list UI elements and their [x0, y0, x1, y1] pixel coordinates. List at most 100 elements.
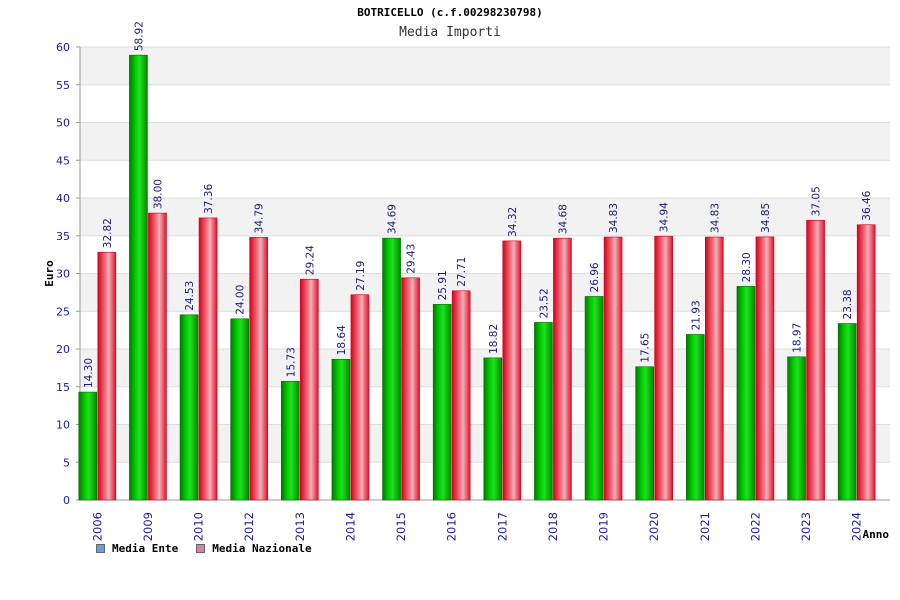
legend-swatch — [96, 544, 105, 553]
data-label: 21.93 — [690, 300, 702, 330]
data-label: 18.64 — [336, 325, 348, 355]
bar-media-nazionale — [249, 237, 268, 501]
bar-media-ente — [281, 380, 300, 501]
data-label: 36.46 — [861, 190, 873, 220]
bar-media-ente — [483, 357, 503, 501]
x-tick-label: 2015 — [394, 512, 408, 541]
bar-media-ente — [432, 304, 452, 501]
y-tick-label: 15 — [56, 381, 70, 394]
data-label: 18.82 — [488, 324, 500, 354]
y-tick-label: 30 — [56, 268, 70, 281]
data-label: 34.32 — [507, 207, 519, 237]
bar-media-ente — [230, 318, 249, 501]
grid-band — [80, 84, 890, 123]
bar-media-ente — [736, 286, 756, 501]
bar-media-nazionale — [198, 217, 218, 501]
legend-swatch — [196, 544, 206, 553]
data-label: 34.85 — [760, 203, 772, 233]
data-label: 34.69 — [387, 204, 399, 234]
bar-media-nazionale — [350, 294, 370, 501]
bar-media-nazionale — [806, 219, 825, 501]
data-label: 34.94 — [659, 202, 671, 232]
x-axis-label: Anno — [863, 528, 890, 541]
bar-media-ente — [787, 356, 806, 501]
bar-media-ente — [129, 54, 148, 501]
x-tick-label: 2018 — [546, 512, 560, 541]
data-label: 34.68 — [557, 204, 569, 234]
y-tick-label: 10 — [56, 419, 70, 432]
y-axis-label: Euro — [43, 260, 56, 287]
bar-media-ente — [837, 323, 857, 501]
data-label: 15.73 — [285, 347, 297, 377]
data-label: 38.00 — [152, 179, 164, 209]
data-label: 37.05 — [811, 186, 823, 216]
bar-media-ente — [179, 314, 199, 501]
data-label: 58.92 — [133, 21, 145, 51]
grid-band — [80, 122, 890, 161]
bar-media-nazionale — [451, 290, 471, 501]
x-tick-label: 2013 — [293, 512, 307, 541]
legend-label: Media Ente — [112, 542, 179, 555]
y-tick-label: 20 — [56, 343, 70, 356]
legend-label: Media Nazionale — [212, 542, 312, 555]
bar-media-ente — [331, 358, 351, 501]
y-tick-label: 40 — [56, 192, 70, 205]
x-tick-label: 2019 — [597, 512, 611, 541]
grid-band — [80, 160, 890, 198]
data-label: 27.19 — [355, 261, 367, 291]
bar-media-nazionale — [755, 236, 775, 501]
bar-media-nazionale — [97, 251, 117, 501]
x-tick-label: 2020 — [647, 512, 661, 541]
x-tick-label: 2021 — [698, 512, 712, 541]
data-label: 24.53 — [184, 281, 196, 311]
bar-media-ente — [584, 296, 604, 501]
data-label: 24.00 — [235, 285, 247, 315]
data-label: 29.43 — [406, 244, 418, 274]
grid-band — [80, 47, 890, 85]
data-label: 32.82 — [102, 218, 114, 248]
bar-media-nazionale — [603, 236, 623, 501]
bar-media-nazionale — [401, 277, 420, 501]
data-label: 34.83 — [709, 203, 721, 233]
y-tick-label: 25 — [56, 305, 70, 318]
x-tick-label: 2012 — [242, 512, 256, 541]
data-label: 17.65 — [640, 333, 652, 363]
chart-subtitle: Media Importi — [399, 25, 501, 40]
y-tick-label: 0 — [63, 494, 70, 507]
legend: Media Ente Media Nazionale — [96, 542, 312, 555]
x-tick-label: 2022 — [748, 512, 762, 541]
bar-media-nazionale — [502, 240, 522, 501]
data-label: 23.38 — [842, 289, 854, 319]
x-tick-label: 2017 — [495, 512, 509, 541]
data-label: 28.30 — [741, 252, 753, 282]
bar-media-ente — [534, 322, 553, 501]
y-tick-label: 60 — [56, 41, 70, 54]
data-label: 27.71 — [456, 257, 468, 287]
bar-media-nazionale — [148, 212, 167, 501]
y-tick-label: 35 — [56, 230, 70, 243]
data-label: 34.79 — [254, 203, 266, 233]
legend-item-ente: Media Ente — [96, 542, 178, 555]
bar-media-ente — [635, 366, 654, 501]
data-label: 34.83 — [608, 203, 620, 233]
x-tick-label: 2024 — [850, 512, 864, 541]
x-tick-label: 2014 — [343, 512, 357, 541]
x-tick-label: 2023 — [799, 512, 813, 541]
data-label: 23.52 — [538, 288, 550, 318]
bar-media-ente — [382, 237, 401, 501]
data-label: 14.30 — [83, 358, 95, 388]
bar-media-ente — [686, 334, 705, 501]
x-tick-label: 2010 — [192, 512, 206, 541]
x-tick-label: 2009 — [141, 512, 155, 541]
y-tick-label: 45 — [56, 154, 70, 167]
bar-media-nazionale — [705, 236, 724, 501]
bar-media-ente — [78, 391, 98, 501]
data-label: 29.24 — [304, 245, 316, 275]
bar-media-nazionale — [856, 224, 876, 501]
x-axis: 2006 2009 2010 2012 2013 2014 2015 2016 2017 2018… — [90, 512, 863, 541]
bar-media-nazionale — [654, 235, 673, 501]
y-tick-label: 55 — [56, 79, 70, 92]
x-tick-label: 2006 — [90, 512, 104, 541]
data-label: 18.97 — [792, 323, 804, 353]
bar-media-nazionale — [300, 278, 319, 501]
